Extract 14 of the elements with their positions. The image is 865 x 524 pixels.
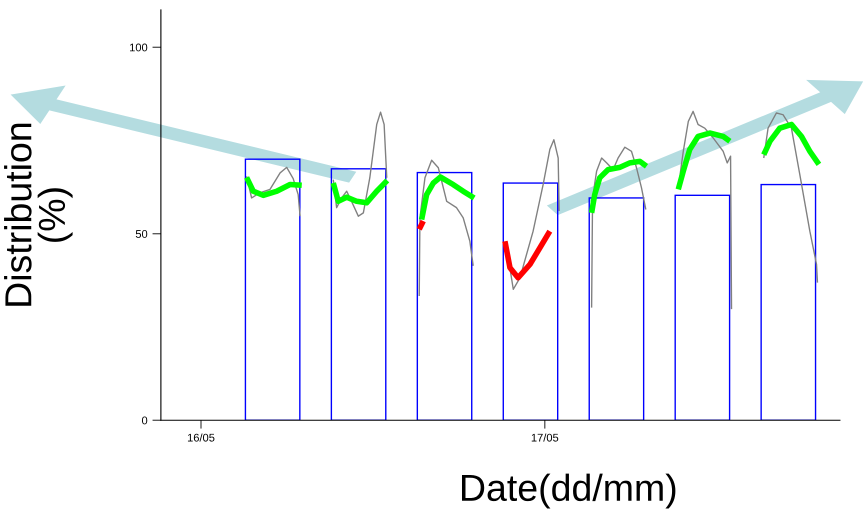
y-tick-label: 100 xyxy=(130,44,148,52)
x-tick-label: 16/05 xyxy=(188,433,214,442)
bar xyxy=(502,182,558,420)
bar xyxy=(588,197,644,420)
y-tick-label: 50 xyxy=(136,230,148,238)
bar xyxy=(330,168,386,420)
bar xyxy=(416,172,472,420)
x-tick-label: 17/05 xyxy=(532,433,558,442)
bar xyxy=(760,184,816,420)
bar xyxy=(674,194,730,420)
bar xyxy=(244,158,301,420)
y-axis-title: Distribution (%) xyxy=(4,124,73,306)
y-tick-label: 0 xyxy=(142,416,148,424)
x-axis-title: Date(dd/mm) xyxy=(462,474,676,509)
